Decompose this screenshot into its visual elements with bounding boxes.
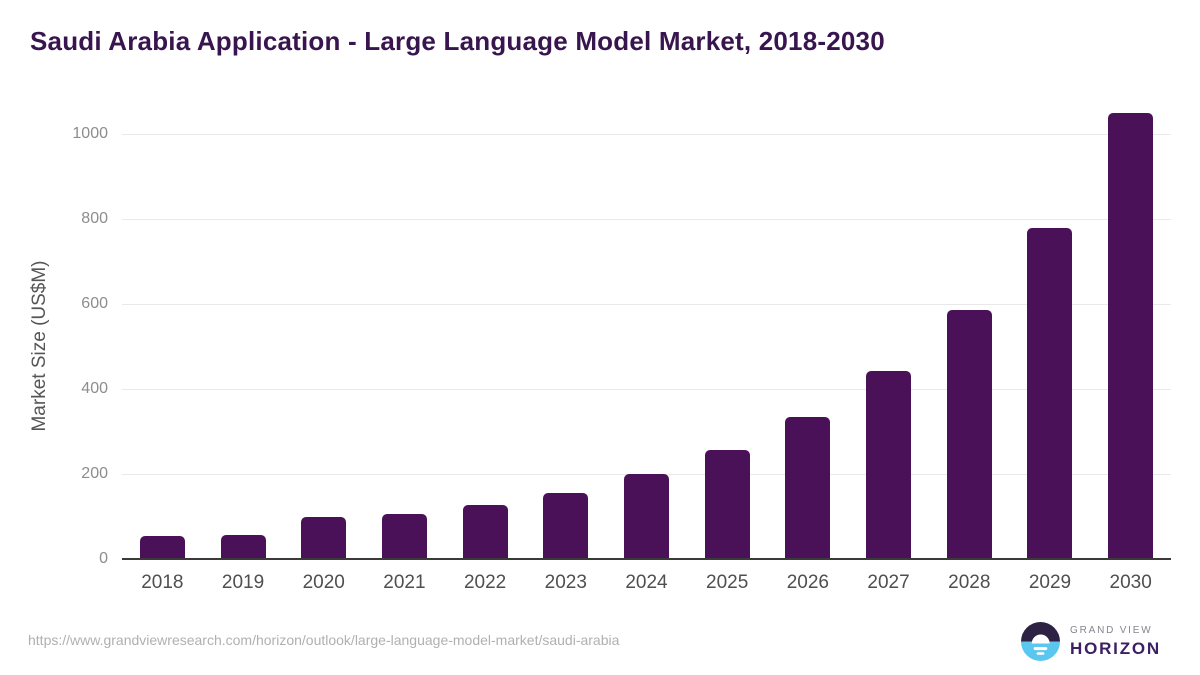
bar-2019 — [220, 534, 266, 559]
y-tick-label-600: 600 — [81, 295, 108, 312]
bar-2029 — [1027, 227, 1073, 559]
y-tick-label-1000: 1000 — [72, 125, 108, 142]
bar-2020 — [301, 516, 347, 559]
x-tick-label-2026: 2026 — [786, 572, 830, 593]
x-tick-label-2019: 2019 — [221, 572, 265, 593]
x-tick-label-2020: 2020 — [302, 572, 345, 593]
x-tick-label-2029: 2029 — [1028, 572, 1072, 593]
sunrise-horizon-icon — [1021, 622, 1060, 661]
bar-2023 — [543, 493, 589, 559]
bar-2027 — [866, 371, 912, 559]
x-tick-label-2018: 2018 — [141, 572, 184, 593]
gridline-800 — [122, 219, 1171, 220]
x-tick-label-2021: 2021 — [383, 572, 426, 593]
chart-title: Saudi Arabia Application - Large Languag… — [30, 26, 885, 56]
brand-logo: GRAND VIEW HORIZON — [1021, 622, 1161, 661]
brand-name-bottom: HORIZON — [1070, 638, 1161, 658]
bar-2018 — [139, 536, 185, 559]
x-tick-label-2023: 2023 — [544, 572, 587, 593]
x-tick-label-2024: 2024 — [625, 572, 668, 593]
y-tick-label-400: 400 — [81, 380, 108, 397]
y-tick-label-800: 800 — [81, 210, 108, 227]
y-axis-title: Market Size (US$M) — [29, 260, 50, 432]
bar-2028 — [946, 310, 992, 559]
x-tick-label-2022: 2022 — [463, 572, 507, 593]
y-tick-label-0: 0 — [99, 550, 108, 567]
bar-2030 — [1108, 112, 1154, 559]
plot-area — [122, 112, 1171, 560]
bar-2024 — [624, 474, 669, 559]
bar-2022 — [462, 504, 508, 559]
x-tick-label-2027: 2027 — [867, 572, 910, 593]
x-tick-label-2025: 2025 — [706, 572, 749, 593]
x-tick-label-2028: 2028 — [948, 572, 991, 593]
gridline-400 — [122, 389, 1171, 390]
brand-name-top: GRAND VIEW — [1070, 624, 1153, 636]
x-tick-label-2030: 2030 — [1109, 572, 1152, 593]
bar-2026 — [785, 416, 831, 559]
bar-2025 — [704, 449, 750, 559]
gridline-1000 — [122, 134, 1171, 135]
bar-2021 — [381, 514, 427, 559]
y-tick-label-200: 200 — [81, 465, 108, 482]
x-axis-line — [122, 558, 1171, 560]
gridline-600 — [122, 304, 1171, 305]
brand-logo-text: GRAND VIEW HORIZON — [1070, 625, 1161, 659]
source-url: https://www.grandviewresearch.com/horizo… — [28, 632, 620, 648]
